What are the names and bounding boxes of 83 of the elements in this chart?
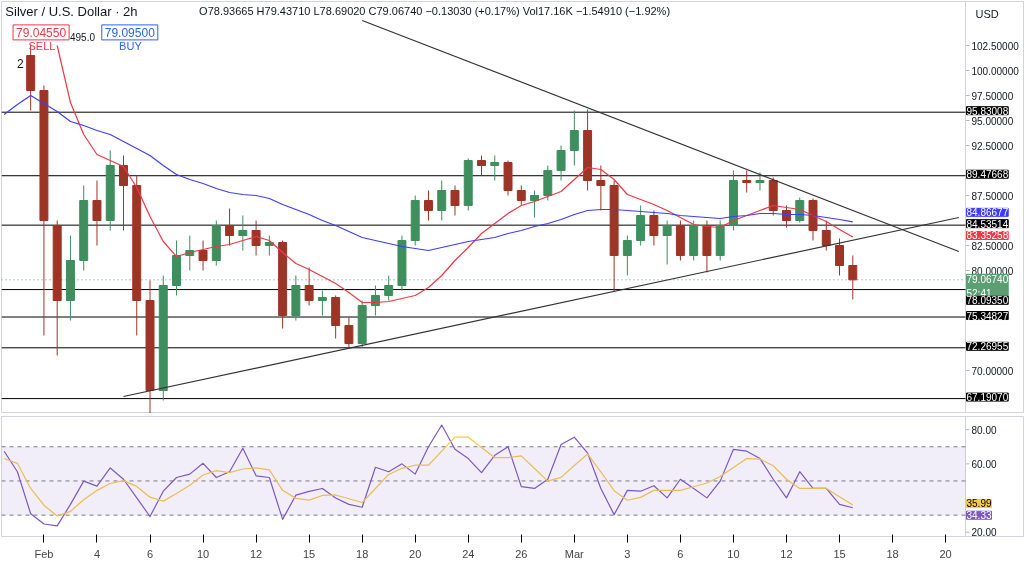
y-tick-label: 82.50000 (971, 240, 1014, 252)
candlestick (516, 185, 526, 206)
x-tick-label: 12 (780, 547, 793, 560)
candlestick (821, 220, 831, 251)
candlestick (477, 155, 486, 176)
annotation: 79.04550 (16, 25, 67, 40)
x-tick-label: 10 (727, 547, 740, 560)
candlestick (835, 238, 845, 276)
candlestick (848, 255, 858, 300)
annotation: SELL (28, 40, 56, 52)
y-tick-label: 70.00000 (971, 365, 1014, 377)
x-tick-label: Feb (34, 547, 54, 560)
candlestick (384, 275, 394, 301)
line-series (3, 436, 854, 517)
x-tick-label: 18 (356, 547, 369, 560)
candlestick (755, 172, 765, 191)
text: 84.86677 (966, 207, 1009, 219)
candlestick (782, 205, 791, 228)
x-tick-label: 20 (939, 547, 952, 560)
x-tick-label: 24 (462, 547, 475, 560)
ref-line-label: 75.34827 (966, 310, 1009, 322)
candlestick (119, 155, 128, 231)
candlestick (423, 190, 433, 221)
y-tick-label: 80.00000 (971, 265, 1014, 277)
annotation: BUY (119, 40, 143, 52)
chart-title: Silver / U.S. Dollar · 2h (5, 3, 138, 19)
text: 34.33 (966, 510, 992, 522)
candlestick (317, 290, 327, 316)
x-tick-label: 3 (624, 547, 631, 560)
candlestick (370, 285, 380, 316)
x-tick-label: Mar (564, 547, 585, 560)
x-tick-label: 10 (196, 547, 210, 560)
text: 35.99 (966, 498, 992, 510)
candlestick (556, 145, 566, 181)
y-tick-label: 20.00 (971, 527, 997, 539)
ref-line-label: 72.26955 (966, 341, 1009, 353)
candlestick (437, 180, 447, 221)
candlestick (662, 220, 672, 265)
candlestick (622, 235, 632, 276)
candlestick (490, 155, 500, 181)
ref-line-label: 67.19070 (966, 392, 1009, 404)
ref-line-label: 95.83008 (966, 105, 1009, 117)
candlestick (304, 267, 314, 306)
x-tick-label: 26 (515, 547, 528, 560)
annotation: O78.93665 H79.43710 L78.69020 C79.06740 −0.13030 (+0.17%) Vol17.16K −1.54910 (−1.92%) (199, 5, 671, 18)
candlestick (649, 210, 659, 246)
y-tick-label: 80.00 (971, 424, 997, 436)
ref-line-label: 84.53514 (966, 218, 1009, 230)
candlestick (238, 215, 248, 251)
y-tick-label: 60.00 (971, 458, 997, 470)
y-tick-label: 102.50000 (971, 40, 1020, 52)
x-tick-label: 15 (303, 547, 316, 560)
candlestick (225, 208, 235, 246)
y-tick-label: 100.00000 (971, 65, 1020, 77)
candlestick (198, 240, 208, 271)
y-tick-label: 87.50000 (971, 190, 1014, 202)
line-series (3, 94, 854, 252)
x-tick-label: 4 (93, 547, 101, 560)
candlestick (596, 165, 606, 211)
y-tick-label: 95.00000 (971, 115, 1014, 127)
ref-line-label: 89.47668 (966, 169, 1009, 181)
candlestick (742, 170, 752, 193)
candlestick (569, 110, 579, 166)
x-tick-label: 12 (249, 547, 263, 560)
line-series (3, 424, 854, 527)
line-series (56, 44, 854, 304)
candlestick (530, 190, 540, 218)
x-tick-label: 15 (833, 547, 846, 560)
annotation: 495.0 (69, 31, 96, 43)
text: USD (975, 7, 999, 20)
y-tick-label: 92.50000 (971, 140, 1014, 152)
text: 83.35258 (966, 230, 1009, 242)
x-tick-label: 6 (677, 547, 684, 560)
candlestick (251, 220, 261, 256)
candlestick (450, 185, 460, 216)
x-tick-label: 6 (146, 547, 154, 560)
annotation: 2 (16, 56, 24, 71)
y-tick-label: 97.50000 (971, 90, 1014, 102)
x-tick-label: 18 (886, 547, 899, 560)
candlestick (92, 180, 102, 246)
annotation: 79.09500 (104, 25, 156, 40)
candlestick (344, 317, 354, 349)
x-tick-label: 20 (409, 547, 422, 560)
